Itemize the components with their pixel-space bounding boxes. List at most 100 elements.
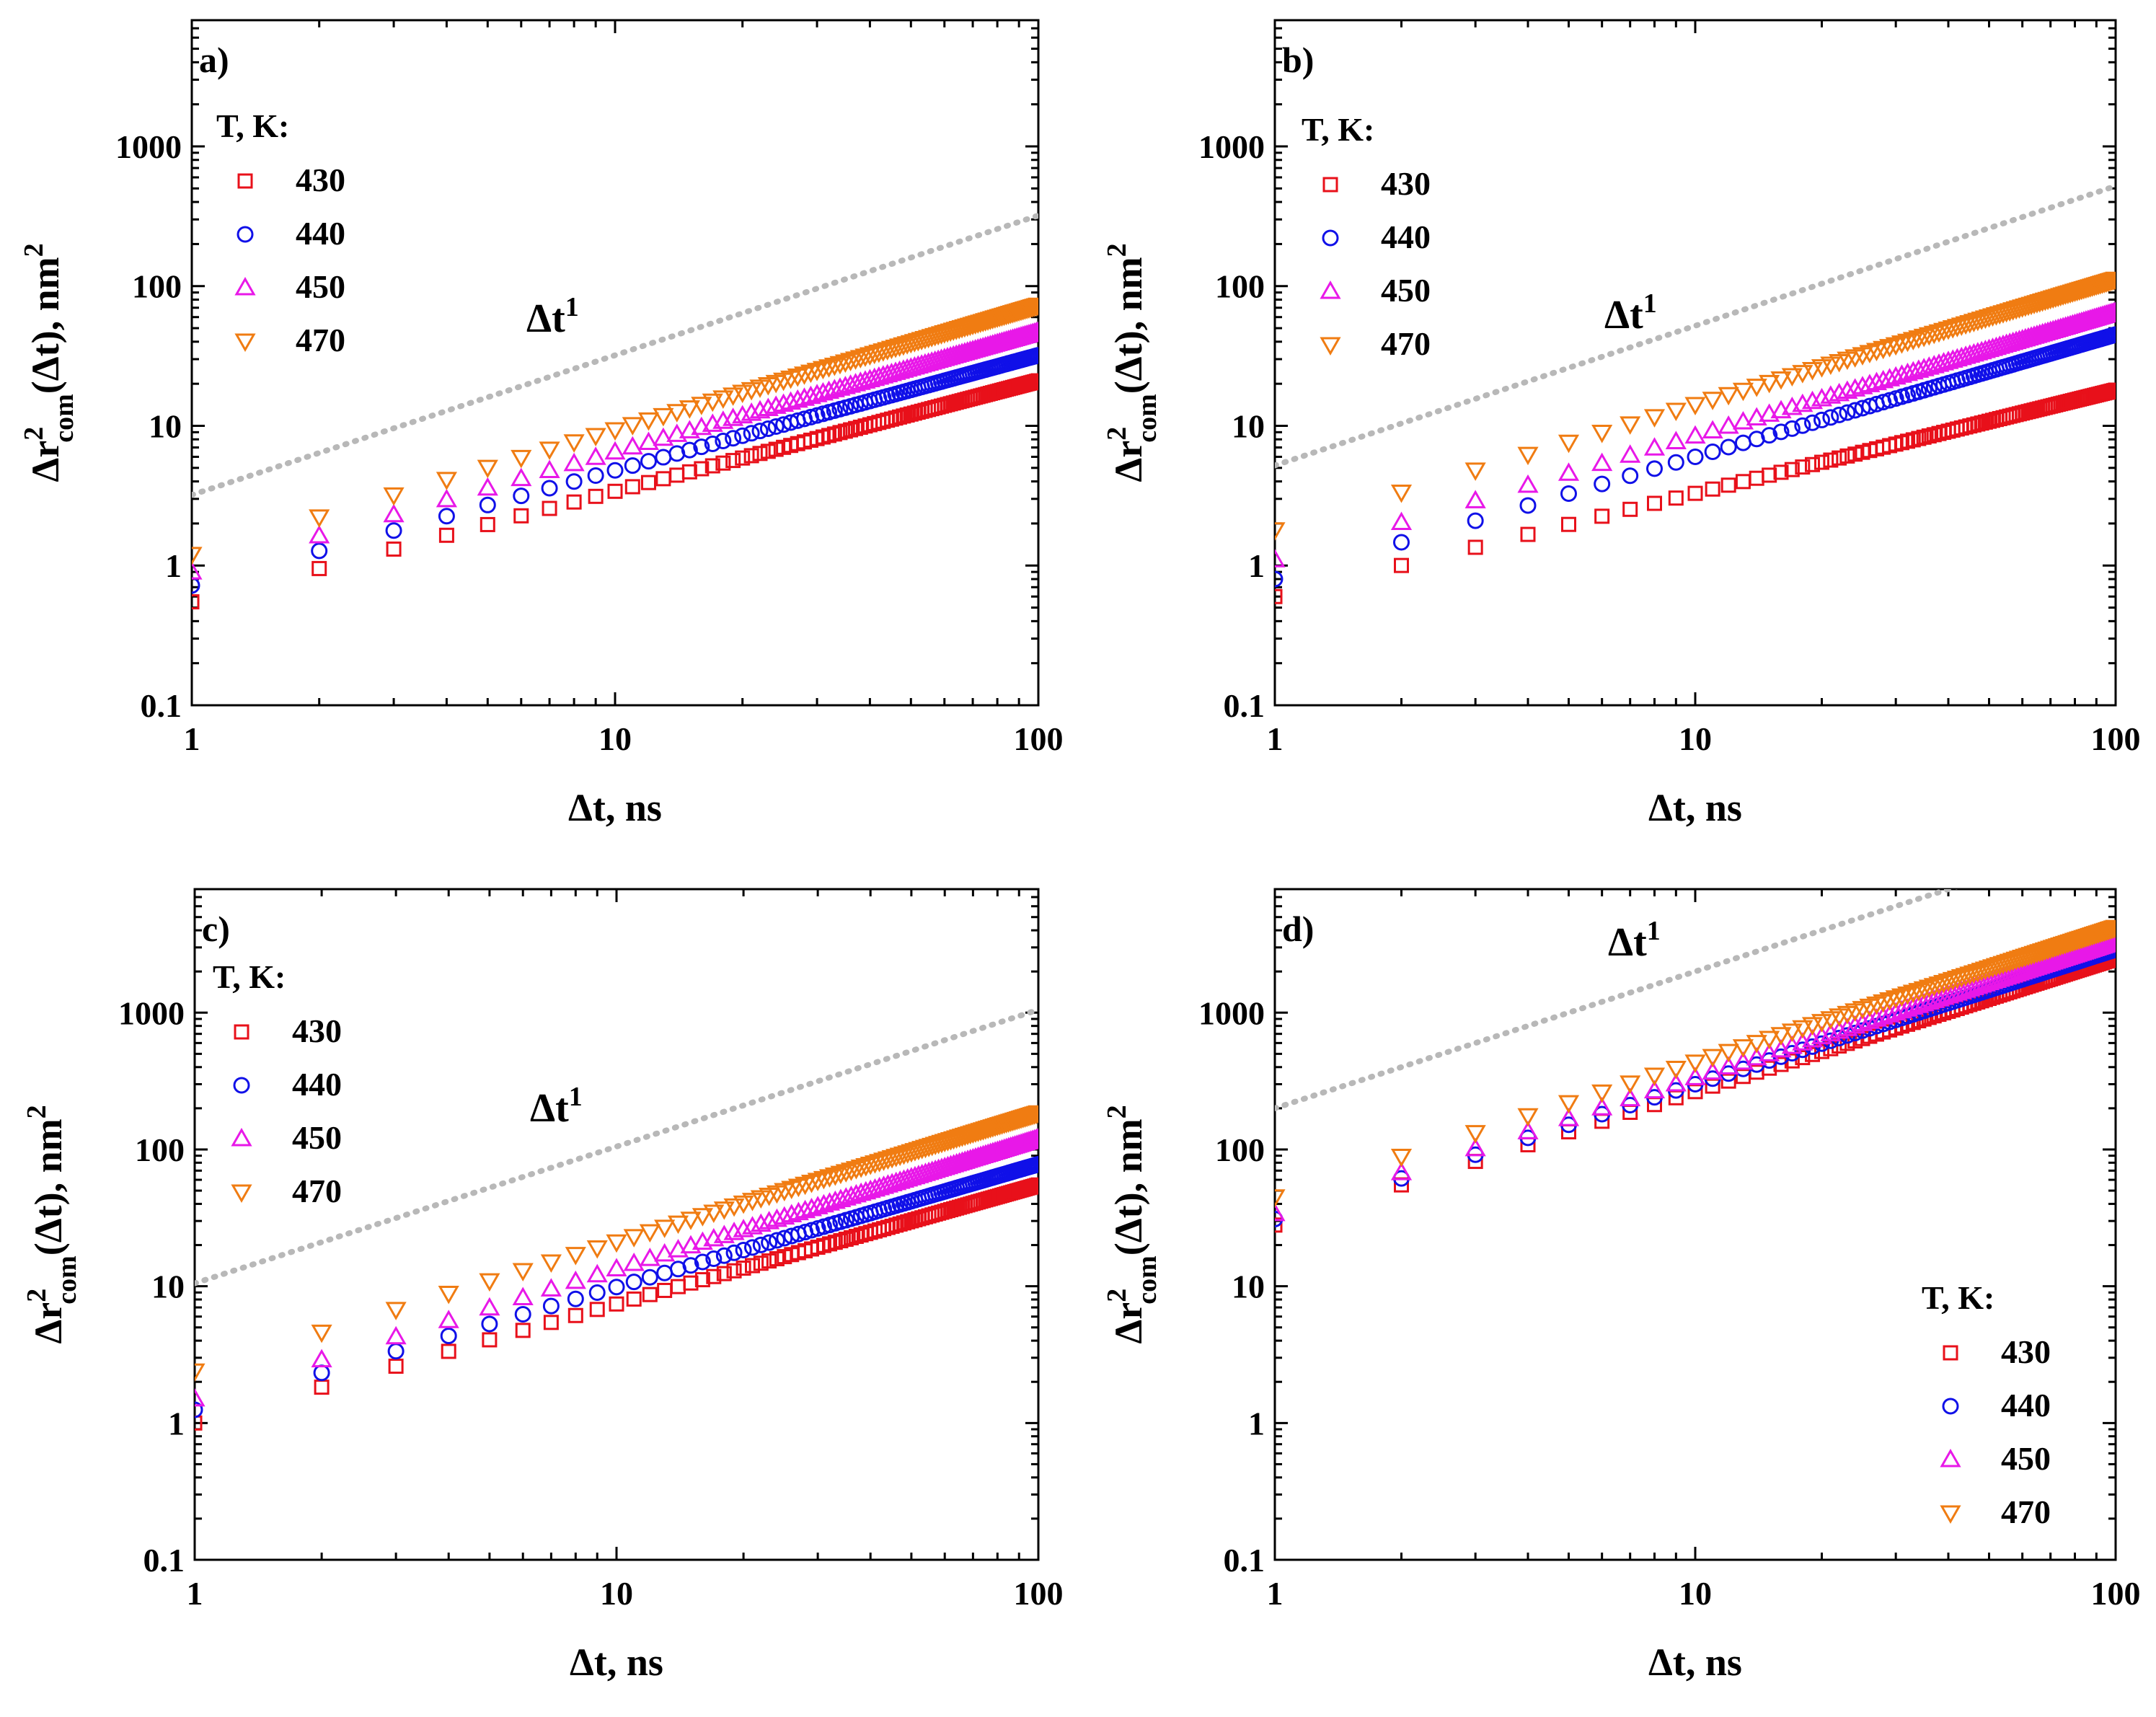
data-point [589,1302,605,1317]
data-point [1891,988,1913,1007]
data-point [606,462,624,479]
data-point [586,1240,608,1259]
guide-line-dt1 [195,1007,1038,1286]
data-point [195,1387,206,1407]
panel-label: c) [202,909,230,949]
data-point [1028,1127,1038,1147]
data-point [539,441,560,460]
data-point [813,1170,835,1190]
data-point [1464,462,1486,481]
x-tick-label: 1 [187,1575,203,1612]
data-point [1795,1050,1811,1066]
data-point [824,1167,846,1186]
y-tick-label: 10 [1232,407,1265,444]
data-point [1275,1217,1283,1233]
legend-label-440: 440 [2001,1387,2051,1424]
data-point [1560,516,1576,532]
data-point [622,436,643,455]
series-440 [195,1155,1038,1418]
data-point [712,390,734,409]
data-point [715,1247,733,1264]
data-point [642,1286,658,1302]
data-point [1393,534,1410,551]
data-point [566,494,582,510]
legend-label-430: 430 [296,162,345,198]
data-point [1702,1061,1723,1080]
y-tick-label: 100 [135,1131,185,1168]
plot-area [1275,183,2116,604]
data-point [1560,485,1577,503]
data-point [1591,425,1613,443]
data-point [768,1232,785,1249]
data-point [667,1215,689,1235]
y-tick-label: 10 [151,1268,185,1305]
data-point [1761,427,1778,444]
data-point [1839,404,1856,421]
data-point [757,397,779,416]
data-point [623,1252,645,1271]
data-point [1732,1039,1754,1058]
data-point [1762,467,1777,483]
data-point [694,1253,711,1271]
y-axis-title-group: Δr2com(Δt), nm2 [1102,1105,1162,1343]
data-point [1390,1162,1413,1180]
data-point [192,577,200,594]
data-point [1938,321,1959,340]
data-point [479,1273,500,1292]
data-point [733,1219,754,1237]
data-point [864,1178,886,1197]
data-point [765,395,787,414]
data-point [542,500,557,516]
data-point [192,561,203,580]
plot-area [195,1007,1038,1431]
data-point [888,1217,904,1233]
series-430 [195,1177,1038,1431]
data-point [639,1224,661,1243]
data-point [641,1268,658,1286]
data-point [682,1257,699,1274]
legend-marker-430 [234,1024,249,1040]
data-point [749,400,771,419]
data-point [818,1169,841,1188]
data-point [1918,979,1940,999]
data-point [480,516,495,532]
data-point [1668,490,1684,506]
data-point [1759,374,1780,394]
x-tick-label: 1 [1267,1575,1284,1612]
data-point [800,385,822,405]
guide-label: Δt1 [526,292,579,341]
data-point [653,407,674,427]
data-point [1911,431,1927,446]
data-point [1643,1067,1666,1087]
x-axis-title: Δt, ns [1648,786,1742,829]
data-point [1839,448,1855,464]
data-point [311,1349,332,1368]
data-point [726,1263,742,1279]
data-point [383,487,405,506]
data-point [1955,345,1976,364]
data-point [666,404,688,423]
data-point [587,467,604,485]
data-point [588,488,604,504]
data-point [752,446,768,462]
guide-line-dt1 [1275,889,1958,1111]
data-point [702,393,723,412]
data-point [1705,1078,1720,1094]
data-point [1558,462,1580,481]
y-tick-label: 1000 [115,128,182,165]
data-point [195,1415,203,1431]
y-tick-label: 100 [1215,268,1265,305]
data-point [1591,452,1613,472]
data-point [1918,327,1940,346]
data-point [1878,1004,1901,1023]
legend-label-470: 470 [296,322,345,358]
series-470 [1275,271,2116,541]
data-point [311,542,328,560]
data-point [733,1195,754,1214]
data-point [1805,456,1821,472]
data-point [387,1343,405,1360]
series-450 [192,321,1038,580]
data-point [1794,417,1811,434]
data-point [585,446,606,465]
